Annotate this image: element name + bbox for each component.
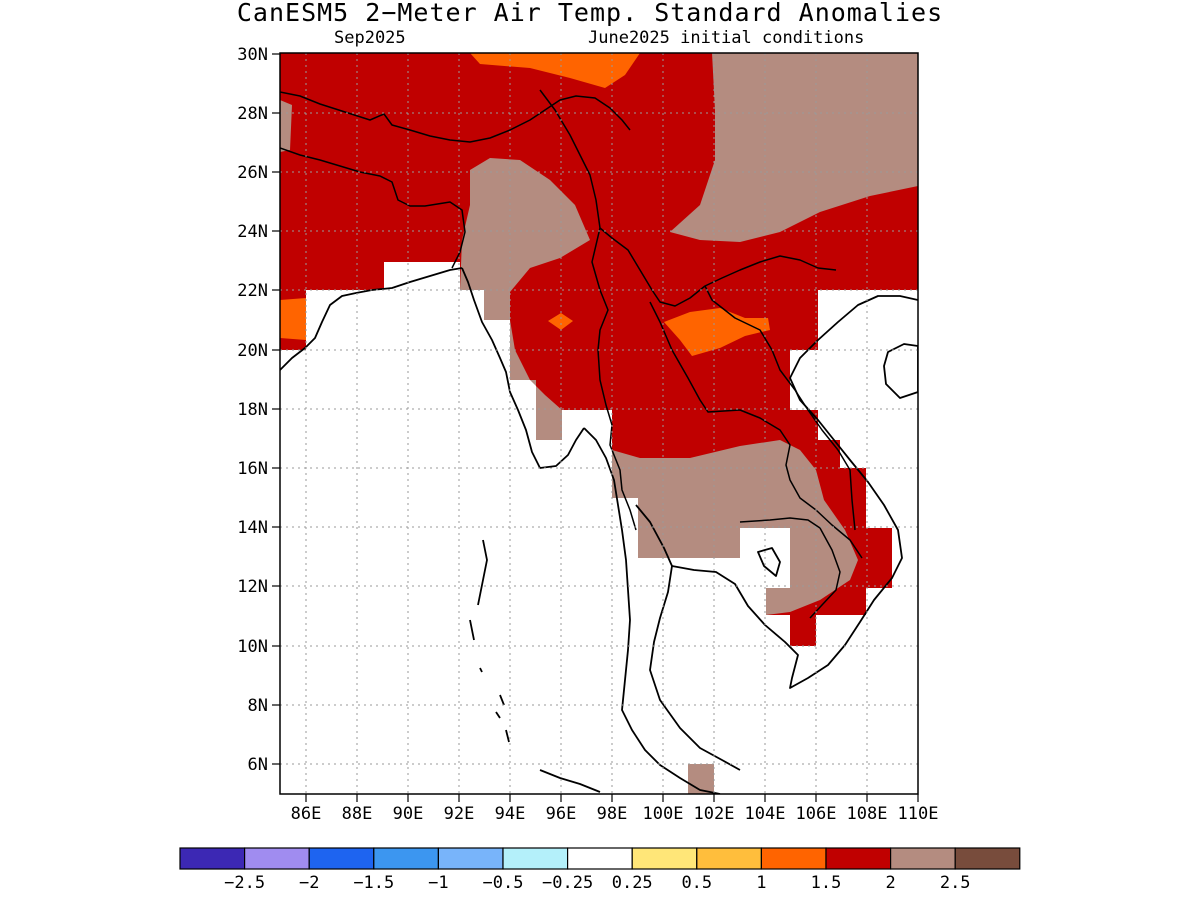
cambodia-vietnam-coast: [671, 295, 918, 689]
gulf-of-thailand-coast: [635, 504, 741, 771]
colorbar-swatch: [566, 847, 633, 870]
anomaly-region-brown-coast: [510, 320, 562, 440]
lat-label: 18N: [237, 400, 268, 420]
border-bangladesh-india: [280, 147, 466, 269]
colorbar-label: 0.25: [612, 873, 653, 893]
colorbar-swatch: [631, 847, 698, 870]
andaman-islands: [469, 539, 488, 673]
border-cambodia: [739, 517, 841, 619]
colorbar-label: 2: [885, 873, 895, 893]
lat-label: 30N: [237, 45, 268, 65]
lon-label: 110E: [898, 804, 939, 824]
colorbar-swatch: [696, 847, 762, 870]
colorbar-label: −1: [428, 873, 448, 893]
nicobar-islands: [495, 694, 510, 743]
lon-label: 92E: [444, 804, 475, 824]
anomaly-region-brown-myanmar: [460, 158, 590, 320]
lat-label: 6N: [248, 755, 268, 775]
lon-label: 86E: [291, 804, 322, 824]
colorbar-swatch: [825, 847, 892, 870]
anomaly-region-brown-thailand: [612, 440, 858, 615]
lon-label: 102E: [694, 804, 735, 824]
anomaly-region-orange-west: [280, 298, 306, 340]
lon-label: 88E: [342, 804, 373, 824]
colorbar-label: −0.5: [483, 873, 524, 893]
anomaly-region-brown-left: [280, 100, 292, 152]
latitude-labels: 30N 28N 26N 24N 22N 20N 18N 16N 14N 12N …: [237, 45, 268, 775]
myanmar-coastline: [461, 267, 585, 469]
colorbar-swatch: [502, 847, 569, 870]
colorbar-swatch: [760, 847, 827, 870]
colorbar-swatch: [179, 847, 246, 870]
colorbar-swatch: [308, 847, 375, 870]
anomaly-field: [280, 53, 918, 794]
colorbar-label: −2.5: [224, 873, 265, 893]
border-laos-vietnam: [704, 285, 856, 531]
anomaly-region-brown-north: [670, 53, 918, 242]
colorbar-swatch: [437, 847, 504, 870]
colorbar-label: −1.5: [353, 873, 394, 893]
lat-label: 8N: [248, 696, 268, 716]
lon-label: 104E: [745, 804, 786, 824]
lat-label: 12N: [237, 577, 268, 597]
lon-label: 98E: [597, 804, 628, 824]
sumatra-tip: [539, 769, 601, 793]
india-bengal-coastline: [280, 267, 463, 371]
colorbar-label: 1: [756, 873, 766, 893]
colorbar-label: −2: [299, 873, 319, 893]
lon-label: 90E: [393, 804, 424, 824]
border-thailand-myanmar: [591, 227, 637, 531]
border-laos-thailand: [649, 301, 863, 559]
anomaly-region-orange-myanmar: [548, 313, 573, 330]
map-frame: [279, 52, 919, 795]
colorbar-swatch: [954, 847, 1021, 870]
colorbar-label: 1.5: [811, 873, 842, 893]
lon-label: 96E: [546, 804, 577, 824]
border-himalaya: [280, 91, 631, 143]
lat-label: 26N: [237, 163, 268, 183]
lat-label: 28N: [237, 104, 268, 124]
colorbar-label: 2.5: [940, 873, 971, 893]
lat-label: 10N: [237, 637, 268, 657]
colorbar-swatches: [179, 847, 1021, 870]
tonle-sap-lake: [757, 547, 781, 577]
colorbar-label: 0.5: [681, 873, 712, 893]
lat-label: 14N: [237, 518, 268, 538]
country-borders: [280, 89, 863, 619]
longitude-labels: 86E 88E 90E 92E 94E 96E 98E 100E 102E 10…: [291, 804, 939, 824]
anomaly-region-orange-north: [470, 53, 640, 88]
anomaly-region-orange-laos: [664, 308, 770, 356]
lat-label: 22N: [237, 281, 268, 301]
gridlines: [280, 53, 918, 794]
lon-label: 106E: [796, 804, 837, 824]
colorbar: −2.5 −2 −1.5 −1 −0.5 −0.25 0.25 0.5 1 1.…: [179, 847, 1021, 893]
initial-conditions-label: June2025 initial conditions: [588, 28, 865, 48]
colorbar-labels: −2.5 −2 −1.5 −1 −0.5 −0.25 0.25 0.5 1 1.…: [224, 873, 970, 893]
lon-label: 94E: [495, 804, 526, 824]
hainan-island: [883, 343, 918, 399]
colorbar-swatch: [889, 847, 956, 870]
border-myanmar-china: [539, 89, 837, 307]
valid-month-label: Sep2025: [334, 28, 406, 48]
lat-label: 24N: [237, 222, 268, 242]
lon-label: 108E: [847, 804, 888, 824]
lat-label: 16N: [237, 459, 268, 479]
colorbar-label: −0.25: [542, 873, 593, 893]
map-title: CanESM5 2−Meter Air Temp. Standard Anoma…: [236, 0, 944, 27]
colorbar-swatch: [244, 847, 310, 870]
colorbar-swatch: [373, 847, 439, 870]
tick-marks: [272, 53, 919, 802]
lat-label: 20N: [237, 341, 268, 361]
lon-label: 100E: [643, 804, 684, 824]
